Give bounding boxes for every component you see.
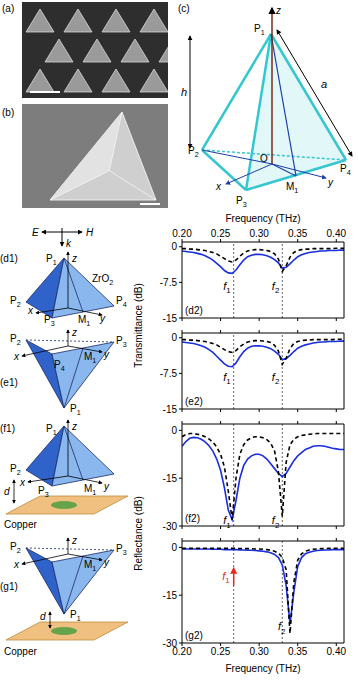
svg-text:P1: P1 <box>254 23 265 37</box>
svg-text:f2: f2 <box>272 371 279 386</box>
svg-text:d: d <box>40 611 46 622</box>
svg-text:z: z <box>275 5 281 16</box>
svg-text:0.25: 0.25 <box>211 228 231 239</box>
svg-text:(d2): (d2) <box>185 305 203 316</box>
svg-text:(f1): (f1) <box>0 423 15 434</box>
svg-text:(c): (c) <box>178 3 190 14</box>
svg-text:P3: P3 <box>236 195 247 209</box>
svg-text:y: y <box>99 313 106 324</box>
svg-text:f2: f2 <box>278 620 285 635</box>
svg-text:P3: P3 <box>38 485 49 499</box>
svg-text:Frequency (THz): Frequency (THz) <box>225 663 300 674</box>
svg-text:Transmittance (dB): Transmittance (dB) <box>133 283 144 368</box>
svg-text:P3: P3 <box>116 543 127 557</box>
svg-text:(d1): (d1) <box>0 253 18 264</box>
svg-text:M1: M1 <box>78 314 90 328</box>
svg-text:-15: -15 <box>163 590 178 601</box>
svg-text:Reflectance (dB): Reflectance (dB) <box>133 496 144 570</box>
svg-text:0.20: 0.20 <box>172 228 192 239</box>
svg-text:k: k <box>66 238 72 249</box>
svg-text:z: z <box>71 535 77 546</box>
svg-text:-15: -15 <box>163 473 178 484</box>
svg-text:x: x <box>27 305 34 316</box>
svg-text:(a): (a) <box>2 3 14 14</box>
svg-text:Copper: Copper <box>4 646 37 657</box>
svg-text:P3: P3 <box>44 314 55 328</box>
svg-text:P1: P1 <box>46 253 57 267</box>
svg-text:0.40: 0.40 <box>327 646 347 657</box>
svg-text:P2: P2 <box>10 541 21 555</box>
svg-text:P2: P2 <box>10 295 21 309</box>
svg-text:(g1): (g1) <box>0 581 18 592</box>
svg-text:ZrO2: ZrO2 <box>92 273 113 287</box>
svg-text:x: x <box>215 181 222 192</box>
svg-text:(g2): (g2) <box>185 630 203 641</box>
svg-text:M1: M1 <box>286 181 298 195</box>
svg-text:x: x <box>13 351 20 362</box>
svg-text:P1: P1 <box>70 609 81 623</box>
svg-text:f1: f1 <box>223 280 231 295</box>
svg-text:M1: M1 <box>84 483 96 497</box>
svg-text:M1: M1 <box>84 559 96 573</box>
svg-text:P4: P4 <box>54 359 65 373</box>
svg-text:-30: -30 <box>163 638 178 649</box>
svg-text:(e2): (e2) <box>185 396 203 407</box>
svg-text:(b): (b) <box>2 107 14 118</box>
svg-text:0.35: 0.35 <box>288 228 308 239</box>
svg-text:0.25: 0.25 <box>211 646 231 657</box>
svg-text:0.40: 0.40 <box>327 228 347 239</box>
svg-text:H: H <box>86 227 94 238</box>
svg-text:f1: f1 <box>223 371 231 386</box>
svg-text:-15: -15 <box>163 404 178 415</box>
svg-text:P2: P2 <box>10 333 21 347</box>
svg-text:y: y <box>103 557 110 568</box>
svg-text:0.30: 0.30 <box>249 228 269 239</box>
svg-text:P2: P2 <box>10 463 21 477</box>
svg-text:O: O <box>260 153 268 164</box>
svg-text:z: z <box>71 253 77 264</box>
svg-text:f2: f2 <box>272 280 279 295</box>
svg-text:-7.5: -7.5 <box>160 277 178 288</box>
svg-text:y: y <box>327 177 334 188</box>
svg-text:y: y <box>103 481 110 492</box>
svg-text:0: 0 <box>171 425 177 436</box>
svg-text:0: 0 <box>171 332 177 343</box>
svg-text:-30: -30 <box>163 521 178 532</box>
svg-text:a: a <box>321 78 327 90</box>
svg-text:f1: f1 <box>223 514 231 529</box>
svg-text:0.20: 0.20 <box>172 646 192 658</box>
svg-text:h: h <box>181 86 187 98</box>
svg-text:0: 0 <box>171 542 177 553</box>
svg-text:(e1): (e1) <box>0 377 18 388</box>
svg-text:M1: M1 <box>84 351 96 365</box>
svg-text:(f2): (f2) <box>185 513 200 524</box>
svg-text:x: x <box>19 477 26 488</box>
svg-text:Copper: Copper <box>4 519 37 530</box>
svg-text:P3: P3 <box>116 335 127 349</box>
svg-text:z: z <box>71 421 77 432</box>
svg-text:d: d <box>4 486 10 497</box>
svg-text:0.30: 0.30 <box>249 646 269 657</box>
svg-text:-15: -15 <box>163 313 178 324</box>
svg-text:y: y <box>103 349 110 360</box>
svg-text:0: 0 <box>171 241 177 252</box>
svg-text:f2: f2 <box>272 514 279 529</box>
svg-text:E: E <box>32 227 39 238</box>
svg-text:P4: P4 <box>340 163 351 177</box>
svg-text:-7.5: -7.5 <box>160 368 178 379</box>
svg-text:P2: P2 <box>188 145 199 159</box>
svg-text:f1: f1 <box>222 570 230 585</box>
svg-text:x: x <box>13 559 20 570</box>
svg-text:P1: P1 <box>46 423 57 437</box>
svg-text:P1: P1 <box>70 403 81 417</box>
svg-text:Frequency (THz): Frequency (THz) <box>225 213 300 224</box>
svg-text:z: z <box>71 327 77 338</box>
svg-text:0.35: 0.35 <box>288 646 308 657</box>
svg-text:P4: P4 <box>116 295 127 309</box>
